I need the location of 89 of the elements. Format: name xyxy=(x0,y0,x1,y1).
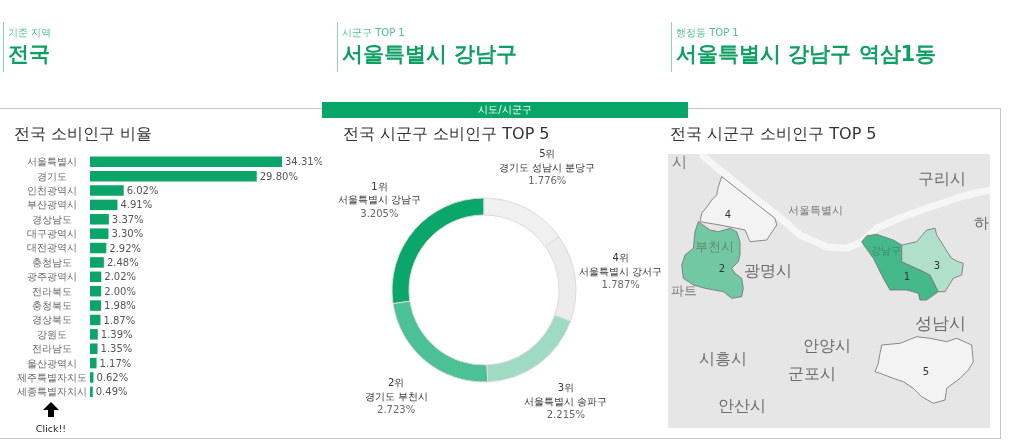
text: 시군구 TOP 1 xyxy=(342,26,406,40)
text: 전국 시군구 소비인구 TOP 5 xyxy=(670,124,877,144)
y-tick-label: 경상남도 xyxy=(32,213,72,225)
text: 시 xyxy=(671,153,687,171)
text: 1 xyxy=(903,270,911,282)
data-label: 0.62% xyxy=(96,372,129,384)
data-label: 29.80% xyxy=(259,170,298,182)
text: 서울특별시 강남구 xyxy=(342,41,518,68)
text: 5 xyxy=(922,365,930,377)
y-tick-label: 서울특별시 xyxy=(27,156,77,168)
y-tick-label: 광주광역시 xyxy=(27,271,77,283)
slice-label: 4위 서울특별시 강서구 xyxy=(579,252,663,277)
data-label: 0.49% xyxy=(95,386,128,398)
y-tick-label: 울산광역시 xyxy=(27,357,77,369)
bar xyxy=(90,156,282,167)
bar xyxy=(90,228,109,239)
bar xyxy=(90,271,102,283)
text: 전국 xyxy=(8,41,51,68)
text: 시흥시 xyxy=(699,348,747,368)
text: 안산시 xyxy=(718,395,766,415)
bar xyxy=(90,185,124,196)
data-label: 1.17% xyxy=(99,357,132,369)
text: 파트 xyxy=(671,282,697,298)
bar xyxy=(90,170,257,182)
slice-label: 1위 서울특별시 강남구 xyxy=(337,180,421,206)
y-tick-label: 충청남도 xyxy=(32,256,72,268)
y-tick-label: 경상북도 xyxy=(32,314,72,326)
y-tick-label: 충청북도 xyxy=(32,300,72,312)
data-label: 2.215% xyxy=(546,409,585,421)
data-label: 2.92% xyxy=(109,242,142,254)
data-label: 1.35% xyxy=(100,343,133,355)
y-tick-label: 전라남도 xyxy=(32,343,72,355)
y-tick-label: 대전광역시 xyxy=(27,242,77,254)
text: 4 xyxy=(724,208,732,220)
text: 안양시 xyxy=(803,335,851,355)
y-tick-label: 세종특별자치시 xyxy=(17,386,87,398)
text: 광명시 xyxy=(744,260,792,280)
text: 군포시 xyxy=(788,363,836,383)
text: 시도/시군구 xyxy=(478,104,532,115)
text: 행정동 TOP 1 xyxy=(676,26,740,40)
data-label: 1.87% xyxy=(103,314,136,326)
text: 서울특별시 강남구 역삼1동 xyxy=(676,41,937,68)
data-label: 2.723% xyxy=(377,404,416,416)
data-label: 6.02% xyxy=(126,185,159,197)
bar xyxy=(90,386,93,398)
text: Click!! xyxy=(35,423,67,434)
chart-title: 전국 소비인구 비율 xyxy=(14,124,153,144)
text: 3 xyxy=(933,259,941,271)
data-label: 1.776% xyxy=(528,175,567,187)
y-tick-label: 강원도 xyxy=(37,328,67,340)
slice-label: 3위 서울특별시 송파구 xyxy=(524,382,608,407)
bar xyxy=(90,300,102,311)
bar xyxy=(90,343,98,354)
data-label: 2.00% xyxy=(104,285,136,297)
data-label: 3.205% xyxy=(360,207,399,219)
bar xyxy=(90,329,98,340)
text: 기준 지역 xyxy=(8,26,52,40)
bar xyxy=(90,314,101,326)
bar xyxy=(90,214,109,225)
data-label: 34.31% xyxy=(285,156,324,168)
chart-title: 전국 시군구 소비인구 TOP 5 xyxy=(343,124,550,144)
y-tick-label: 부산광역시 xyxy=(27,199,77,211)
data-label: 3.37% xyxy=(111,213,144,225)
bar xyxy=(90,357,97,369)
data-label: 3.30% xyxy=(111,228,144,240)
text: 서울특별시 xyxy=(787,203,843,217)
text: 성남시 xyxy=(914,313,966,333)
text: 구리시 xyxy=(918,168,966,188)
data-label: 4.91% xyxy=(120,199,153,211)
bar xyxy=(90,285,102,297)
y-tick-label: 전라북도 xyxy=(32,285,72,297)
y-tick-label: 제주특별자치도 xyxy=(17,371,87,383)
text: 부천시 xyxy=(694,238,734,254)
data-label: 1.39% xyxy=(100,328,133,340)
text: 하 xyxy=(973,214,989,232)
bar xyxy=(90,257,104,268)
slice-label: 5위 경기도 성남시 분당구 xyxy=(499,148,596,173)
data-label: 2.02% xyxy=(104,271,137,283)
y-tick-label: 인천광역시 xyxy=(27,184,77,196)
y-tick-label: 경기도 xyxy=(37,170,67,182)
data-label: 1.98% xyxy=(104,300,136,312)
bar xyxy=(90,199,118,211)
data-label: 1.787% xyxy=(601,279,640,291)
y-tick-label: 대구광역시 xyxy=(27,228,77,240)
bar xyxy=(90,242,107,254)
bar xyxy=(90,372,94,383)
text: 2 xyxy=(718,262,726,274)
slice-label: 2위 경기도 부천시 xyxy=(364,377,428,402)
data-label: 2.48% xyxy=(106,256,139,268)
